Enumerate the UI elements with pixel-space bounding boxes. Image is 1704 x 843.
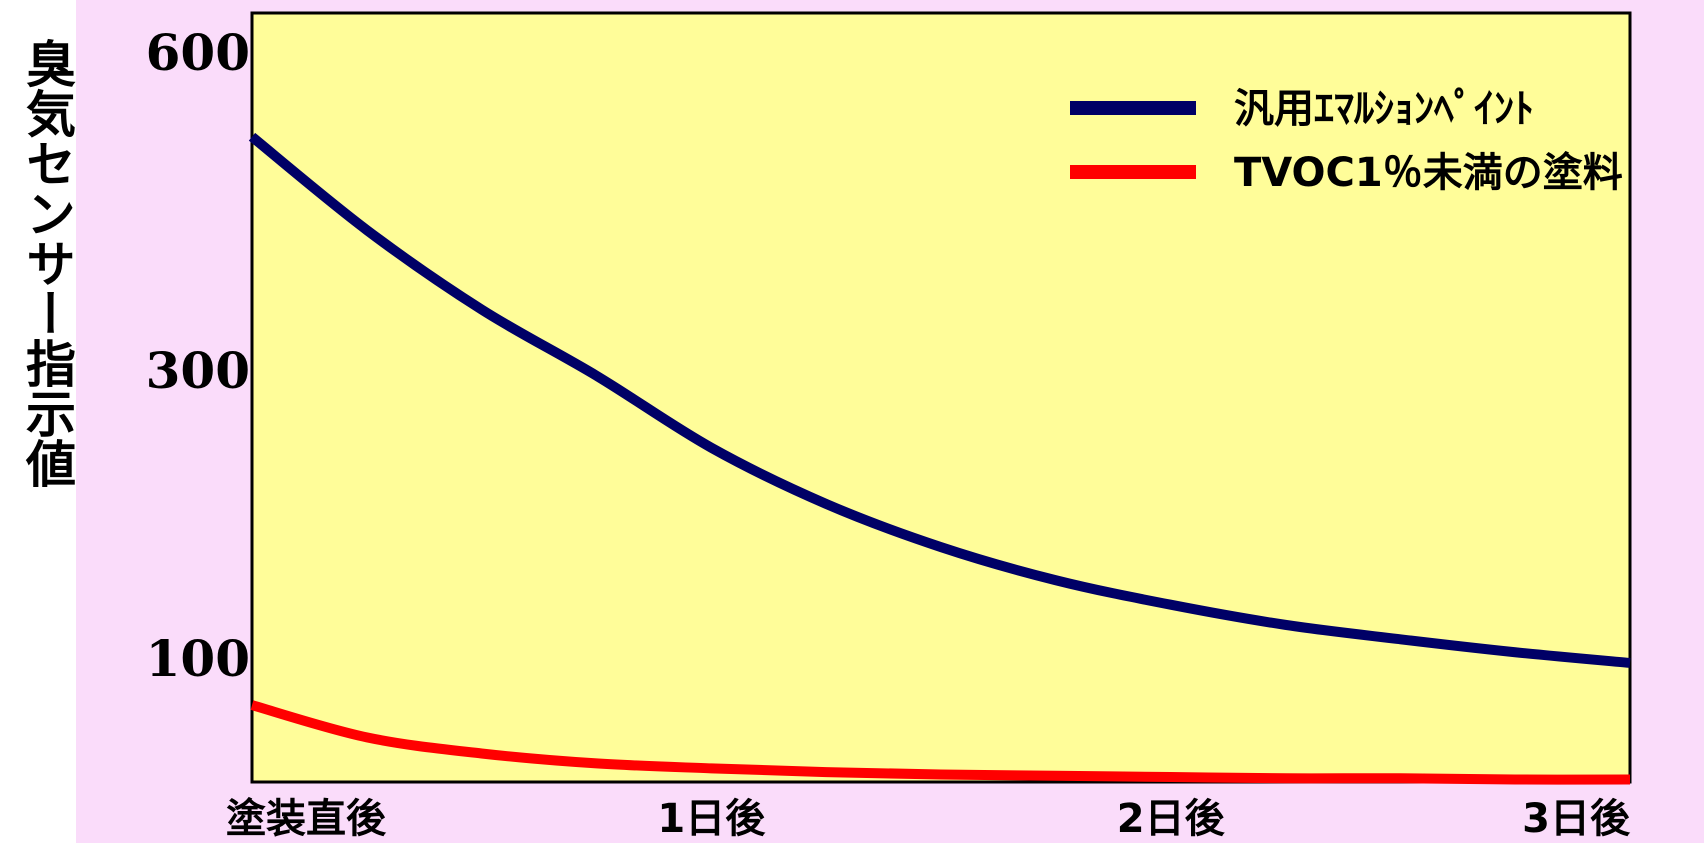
x-axis-ticks: 塗装直後 1日後 2日後 3日後 bbox=[226, 796, 1631, 842]
y-tick-label: 100 bbox=[146, 629, 250, 688]
x-tick-label: 1日後 bbox=[657, 796, 766, 842]
legend: 汎用ｴﾏﾙｼｮﾝﾍﾟｲﾝﾄ TVOC1％未満の塗料 bbox=[1070, 86, 1623, 196]
legend-label-1: TVOC1％未満の塗料 bbox=[1234, 150, 1623, 196]
y-axis-ticks: 600 300 100 bbox=[146, 23, 250, 688]
series-lines bbox=[248, 132, 1631, 785]
x-tick-label: 3日後 bbox=[1522, 796, 1631, 842]
y-tick-label: 600 bbox=[146, 23, 250, 82]
y-axis-label: 臭気センサー指示値 bbox=[18, 38, 76, 488]
plot-area bbox=[250, 11, 1632, 784]
series-line-1 bbox=[250, 700, 1631, 785]
series-line-0 bbox=[248, 132, 1631, 668]
legend-label-0: 汎用ｴﾏﾙｼｮﾝﾍﾟｲﾝﾄ bbox=[1234, 86, 1534, 132]
x-tick-label: 塗装直後 bbox=[226, 796, 387, 842]
y-tick-label: 300 bbox=[146, 341, 250, 400]
x-tick-label: 2日後 bbox=[1117, 796, 1226, 842]
